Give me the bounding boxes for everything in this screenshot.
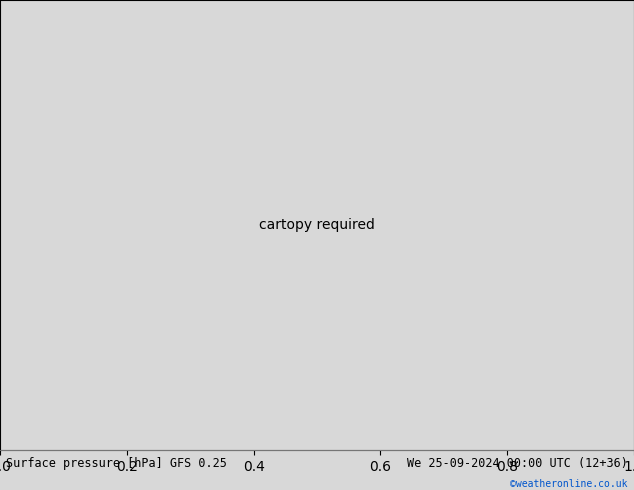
Text: ©weatheronline.co.uk: ©weatheronline.co.uk (510, 479, 628, 489)
Text: cartopy required: cartopy required (259, 218, 375, 232)
Text: We 25-09-2024 00:00 UTC (12+36): We 25-09-2024 00:00 UTC (12+36) (407, 457, 628, 470)
Text: Surface pressure [hPa] GFS 0.25: Surface pressure [hPa] GFS 0.25 (6, 457, 227, 470)
